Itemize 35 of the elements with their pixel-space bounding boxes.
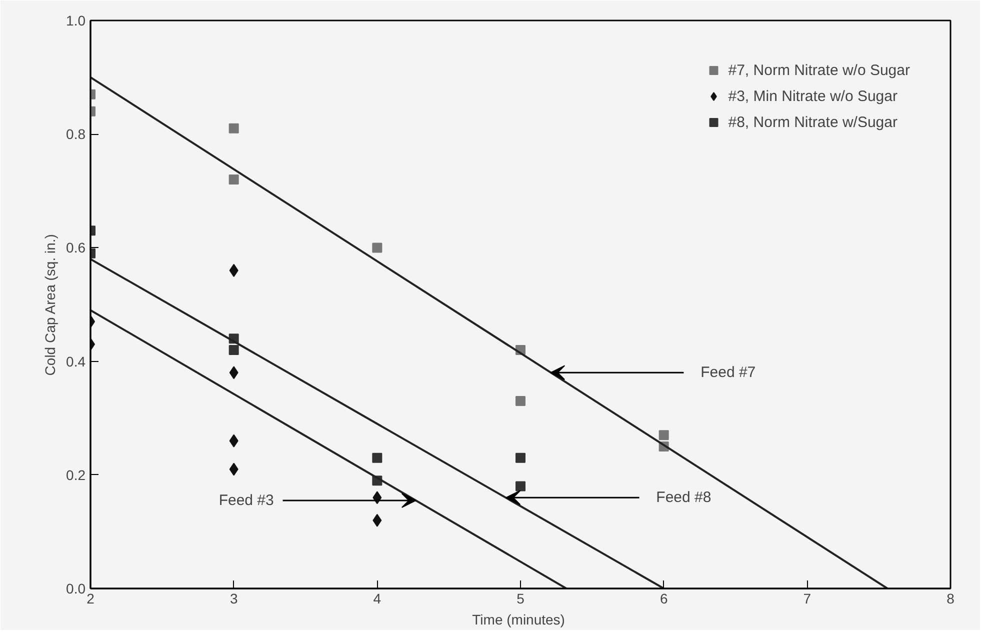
point [658,430,669,440]
point [516,396,526,406]
point [229,462,238,476]
x-tick-label: 4 [373,590,382,606]
y-tick-label: 0.8 [66,126,86,142]
legend-label: #3, Min Nitrate w/o Sugar [728,88,898,104]
y-tick-label: 1.0 [66,12,86,28]
point [516,481,526,492]
x-tick-label: 2 [86,590,95,606]
legend-label: #7, Norm Nitrate w/o Sugar [728,62,910,78]
point [372,452,382,463]
point [372,242,382,253]
x-axis-title: Time (minutes) [472,612,565,628]
y-tick-label: 0.0 [66,580,86,596]
y-tick-label: 0.2 [66,466,86,483]
point [516,452,526,463]
x-tick-label: 6 [660,590,668,606]
point [228,344,239,355]
point [229,366,238,380]
point [229,264,238,277]
y-tick-label: 0.4 [66,353,86,370]
point [228,123,239,134]
x-tick-label: 8 [946,590,955,606]
x-tick-label: 5 [516,590,525,606]
point [228,174,239,185]
x-tick-label: 7 [803,590,812,606]
y-tick-label: 0.6 [66,240,86,256]
legend-label: #8, Norm Nitrate w/Sugar [728,114,898,130]
point [229,434,238,448]
annotation: Feed #3 [218,492,274,509]
point [372,514,382,527]
x-tick-label: 3 [230,590,238,606]
y-axis-title: Cold Cap Area (sq. in.) [42,234,58,376]
annotation: Feed #8 [656,489,712,506]
annotation: Feed #7 [700,364,756,382]
